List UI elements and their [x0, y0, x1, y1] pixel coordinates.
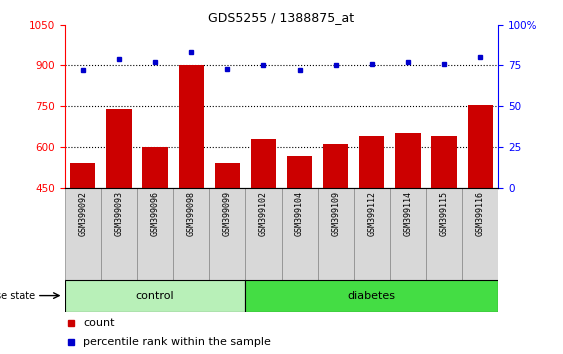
Bar — [354, 188, 390, 280]
Bar — [137, 188, 173, 280]
Bar — [318, 188, 354, 280]
Text: GSM399099: GSM399099 — [223, 191, 232, 236]
Text: GSM399116: GSM399116 — [476, 191, 485, 236]
Bar — [431, 136, 457, 188]
Text: GSM399104: GSM399104 — [295, 191, 304, 236]
Bar — [390, 188, 426, 280]
Bar — [359, 136, 385, 188]
Bar — [467, 105, 493, 188]
Text: GSM399102: GSM399102 — [259, 191, 268, 236]
Text: GSM399092: GSM399092 — [78, 191, 87, 236]
Bar — [426, 188, 462, 280]
Bar — [251, 139, 276, 188]
Title: GDS5255 / 1388875_at: GDS5255 / 1388875_at — [208, 11, 355, 24]
Bar — [287, 156, 312, 188]
Bar — [65, 188, 101, 280]
Text: diabetes: diabetes — [348, 291, 396, 301]
Bar — [282, 188, 318, 280]
Text: GSM399114: GSM399114 — [404, 191, 413, 236]
Bar — [323, 144, 348, 188]
Text: GSM399098: GSM399098 — [187, 191, 196, 236]
Bar — [245, 188, 282, 280]
Text: disease state: disease state — [0, 291, 35, 301]
Bar — [173, 188, 209, 280]
Text: GSM399109: GSM399109 — [331, 191, 340, 236]
Text: GSM399115: GSM399115 — [440, 191, 449, 236]
Text: GSM399093: GSM399093 — [114, 191, 123, 236]
Bar — [106, 109, 132, 188]
Bar — [462, 188, 498, 280]
Bar — [245, 280, 498, 312]
Text: count: count — [83, 318, 114, 329]
Bar — [101, 188, 137, 280]
Bar — [178, 65, 204, 188]
Text: control: control — [136, 291, 175, 301]
Bar — [70, 163, 96, 188]
Bar — [65, 280, 245, 312]
Bar — [395, 133, 421, 188]
Text: GSM399096: GSM399096 — [150, 191, 159, 236]
Bar — [215, 163, 240, 188]
Bar — [209, 188, 245, 280]
Text: GSM399112: GSM399112 — [367, 191, 376, 236]
Bar — [142, 147, 168, 188]
Text: percentile rank within the sample: percentile rank within the sample — [83, 337, 271, 347]
